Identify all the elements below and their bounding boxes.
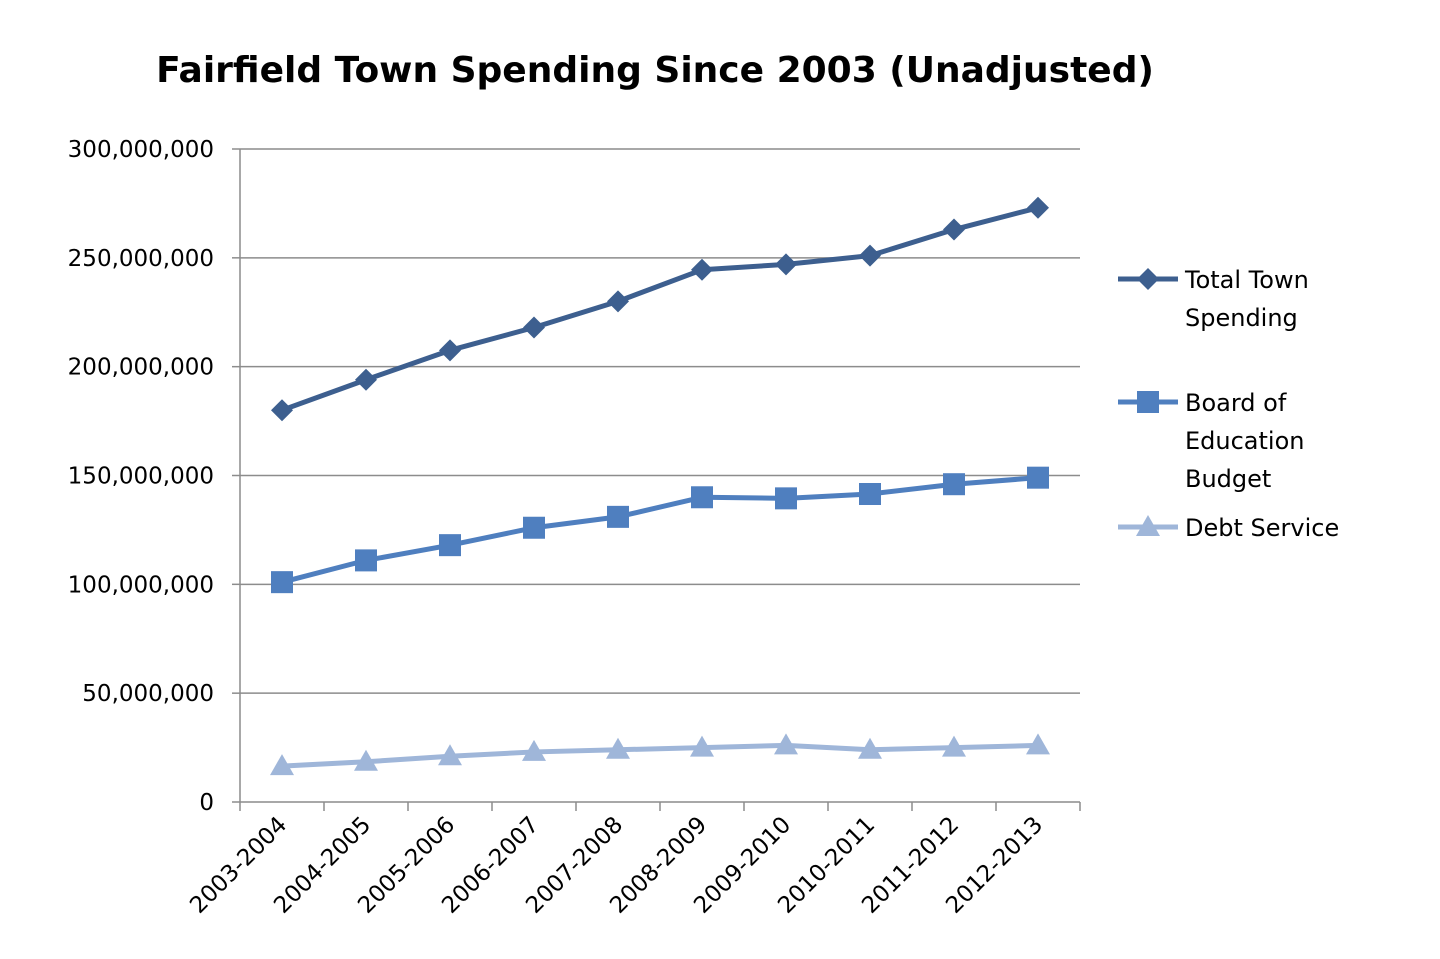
debt-service-point [354,749,378,771]
debt-service-point [1026,733,1050,755]
debt-service-point [858,737,882,759]
y-tick-label: 150,000,000 [68,464,214,490]
legend-swatch-marker [1137,391,1159,413]
total-town-spending-point [607,290,629,313]
debt-service-point [690,735,714,757]
total-town-spending-point [943,218,965,241]
board-of-education-budget-point [439,534,461,557]
total-town-spending-point [1027,196,1049,219]
debt-service-point [942,735,966,757]
legend-label: Education [1185,427,1304,455]
debt-service-point [522,739,546,761]
board-of-education-budget-point [607,505,629,528]
total-town-spending-point [523,316,545,339]
legend-label: Budget [1185,465,1271,493]
total-town-spending-point [775,253,797,276]
total-town-spending-point [271,399,293,422]
y-tick-label: 250,000,000 [68,246,214,272]
board-of-education-budget-point [355,549,377,572]
series-layer [270,196,1050,776]
debt-service-series [270,733,1050,776]
total-town-spending-point [859,244,881,267]
board-of-education-budget-point [859,483,881,506]
board-of-education-budget-point [271,571,293,594]
legend-entry-debt-service: Debt Service [1118,514,1339,542]
y-tick-label: 200,000,000 [68,355,214,381]
y-tick-label: 300,000,000 [68,137,214,163]
total-town-spending-series [271,196,1049,422]
debt-service-line [281,742,1039,769]
legend-entry-board-of-education-budget: Board of Education Budget [1118,389,1304,493]
legend-swatch-marker [1136,515,1160,536]
total-town-spending-point [439,339,461,362]
y-tick-labels: 0 50,000,000 100,000,000 150,000,000 200,000… [68,137,214,816]
legend-label: Spending [1185,304,1298,332]
x-tick-labels: 2003-20042004-20052005-20062006-20072007… [185,812,1048,919]
legend: Total Town Spending Board of Education Budge… [1118,266,1339,542]
debt-service-point [606,737,630,759]
total-town-spending-point [355,368,377,391]
legend-label: Debt Service [1185,514,1339,542]
axes [232,148,1081,811]
grid-lines [240,148,1080,694]
debt-service-point [774,733,798,755]
board-of-education-budget-point [775,487,797,510]
total-town-spending-line [281,205,1039,413]
y-tick-label: 0 [199,790,214,816]
y-tick-label: 100,000,000 [68,572,214,598]
y-tick-label: 50,000,000 [82,681,214,707]
board-of-education-budget-point [1027,466,1049,489]
chart-title: Fairfield Town Spending Since 2003 (Unad… [156,50,1154,91]
total-town-spending-point [691,258,713,281]
board-of-education-budget-point [943,473,965,496]
legend-label: Total Town [1184,266,1309,294]
debt-service-point [270,754,294,776]
legend-label: Board of [1185,389,1287,417]
board-of-education-budget-series [271,466,1049,594]
legend-swatch-marker [1137,268,1159,290]
board-of-education-budget-line [281,475,1039,585]
board-of-education-budget-point [523,516,545,539]
debt-service-point [438,744,462,766]
board-of-education-budget-point [691,486,713,509]
legend-entry-total-town-spending: Total Town Spending [1118,266,1309,332]
